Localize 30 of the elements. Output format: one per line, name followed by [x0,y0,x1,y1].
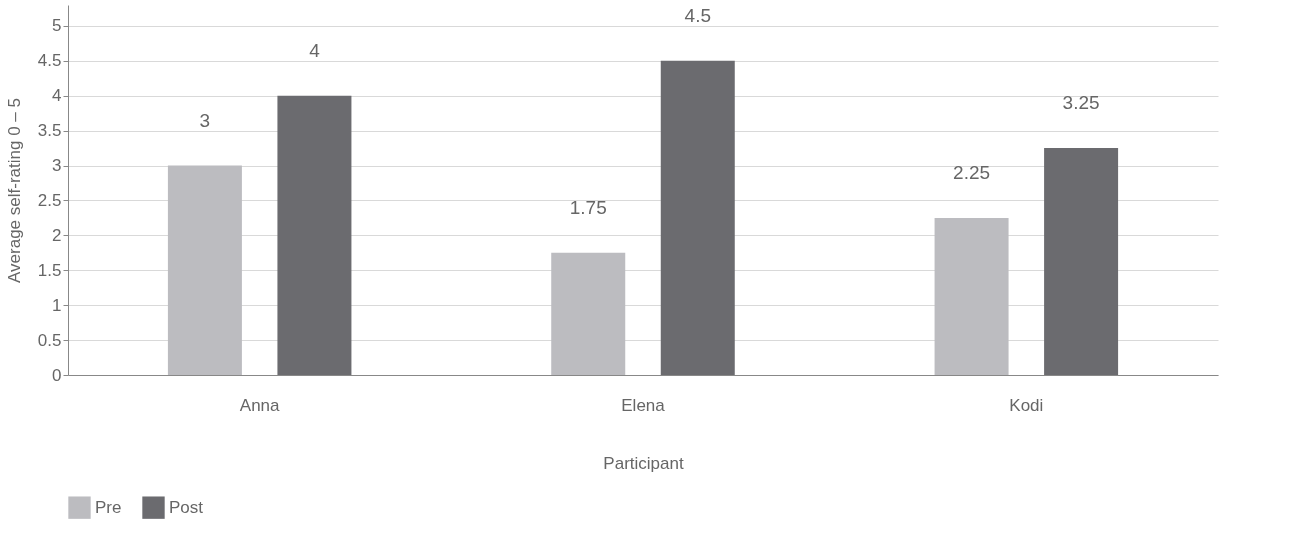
y-tick-label: 2 [52,225,62,245]
bar [277,95,352,375]
y-tick-label: 3.5 [37,121,62,141]
x-axis-title: Participant [603,453,684,473]
x-tick-label: Elena [621,395,666,415]
data-label: 3 [199,109,211,131]
data-label: 3.25 [1062,92,1100,114]
y-tick-label: 2.5 [37,190,62,210]
bar [660,60,735,375]
y-tick-label: 4.5 [37,51,62,71]
legend-label: Post [169,497,204,517]
legend-label: Pre [95,497,122,517]
x-tick-label: Kodi [1009,395,1044,415]
x-tick-label: Anna [239,395,281,415]
data-label: 4.5 [684,4,711,26]
y-tick-label: 3 [52,156,62,176]
y-tick-label: 1.5 [37,260,62,280]
bar [167,165,242,375]
y-tick-label: 0.5 [37,330,62,350]
data-label: 1.75 [569,196,607,218]
bar [934,217,1009,375]
y-axis-title: Average self-rating 0 – 5 [4,98,24,283]
bar [551,252,626,375]
y-tick-label: 5 [52,16,62,36]
bar [1044,148,1119,375]
y-tick-label: 0 [52,365,62,385]
y-tick-label: 1 [52,295,62,315]
y-tick-label: 4 [52,86,62,106]
data-label: 2.25 [953,161,991,183]
data-label: 4 [309,39,321,61]
